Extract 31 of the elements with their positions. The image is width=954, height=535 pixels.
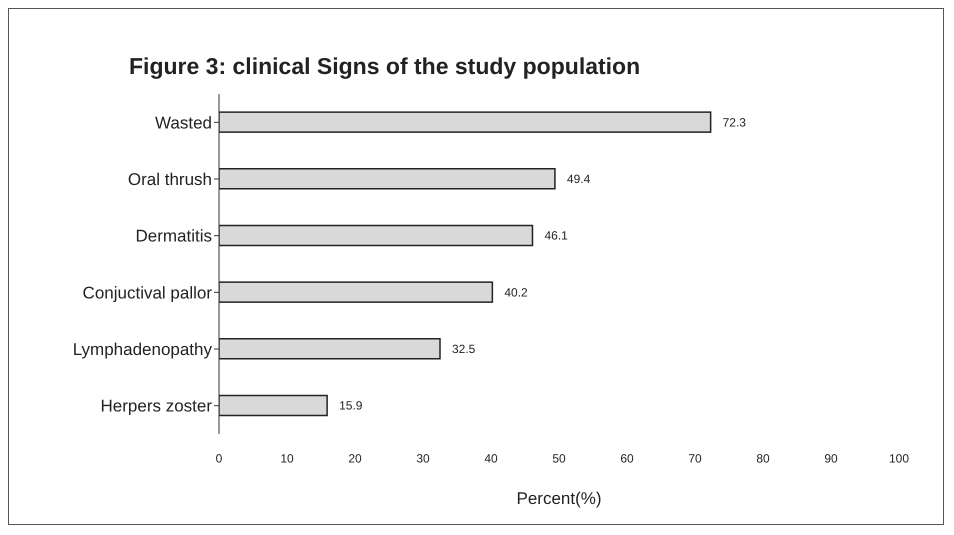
y-tick-label: Lymphadenopathy bbox=[72, 340, 212, 360]
x-tick-label: 50 bbox=[552, 452, 566, 466]
x-tick-label: 80 bbox=[756, 452, 770, 466]
y-tick-label: Herpers zoster bbox=[100, 396, 212, 416]
data-label: 46.1 bbox=[544, 228, 568, 243]
x-tick-label: 10 bbox=[280, 452, 294, 466]
bar bbox=[219, 338, 441, 360]
data-label: 49.4 bbox=[566, 172, 591, 186]
bar bbox=[219, 281, 494, 303]
data-label: 15.9 bbox=[339, 398, 363, 413]
x-tick-label: 60 bbox=[620, 452, 634, 466]
data-label: 40.2 bbox=[504, 285, 528, 300]
x-tick-label: 90 bbox=[824, 452, 838, 466]
chart-title: Figure 3: clinical Signs of the study population bbox=[129, 53, 640, 80]
y-tick-label: Wasted bbox=[154, 113, 212, 132]
y-tick-label: Dermatitis bbox=[135, 226, 212, 246]
bar bbox=[219, 224, 534, 246]
x-tick-label: 100 bbox=[888, 452, 910, 466]
data-label: 32.5 bbox=[452, 342, 476, 356]
x-tick-label: 70 bbox=[688, 452, 702, 466]
y-tick-label: Conjuctival pallor bbox=[82, 283, 212, 302]
bar bbox=[219, 111, 712, 133]
x-tick-label: 30 bbox=[416, 452, 430, 466]
x-tick-label: 0 bbox=[216, 452, 223, 466]
y-tick-label: Oral thrush bbox=[128, 170, 212, 190]
bar bbox=[219, 394, 328, 416]
bar bbox=[219, 168, 556, 190]
x-axis-title: Percent(%) bbox=[516, 489, 602, 508]
data-label: 72.3 bbox=[722, 115, 746, 130]
x-tick-label: 20 bbox=[348, 452, 362, 466]
x-tick-label: 40 bbox=[484, 452, 498, 466]
